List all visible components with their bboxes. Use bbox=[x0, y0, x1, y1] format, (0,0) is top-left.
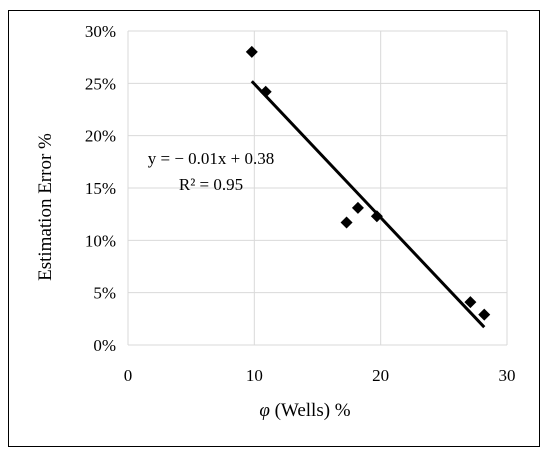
x-tick-label: 10 bbox=[246, 366, 263, 385]
data-point-marker bbox=[245, 45, 258, 58]
trendline bbox=[250, 80, 486, 329]
y-tick-label: 30% bbox=[85, 22, 116, 41]
y-tick-label: 15% bbox=[85, 179, 116, 198]
data-point-marker bbox=[370, 210, 383, 223]
y-tick-label: 0% bbox=[93, 336, 116, 355]
x-tick-label: 20 bbox=[372, 366, 389, 385]
data-points bbox=[245, 45, 491, 321]
y-tick-label: 20% bbox=[85, 127, 116, 146]
trendline-equation: y = − 0.01x + 0.38 bbox=[148, 149, 275, 168]
x-axis-title-rest: (Wells) % bbox=[270, 400, 351, 421]
chart-frame: 0% 5% 10% 15% 20% 25% 30% 0 10 20 30 y = − 0.01x … bbox=[8, 10, 540, 447]
x-tick-label: 30 bbox=[499, 366, 516, 385]
y-tick-label: 25% bbox=[85, 74, 116, 93]
r-squared-label: R² = 0.95 bbox=[179, 175, 243, 194]
y-tick-label: 5% bbox=[93, 284, 116, 303]
grid-lines bbox=[127, 30, 508, 346]
data-point-marker bbox=[340, 216, 353, 229]
scatter-chart: 0% 5% 10% 15% 20% 25% 30% 0 10 20 30 y = − 0.01x … bbox=[35, 22, 516, 421]
x-axis-title-symbol: φ bbox=[259, 400, 270, 421]
y-axis-title: Estimation Error % bbox=[35, 133, 56, 281]
data-point-marker bbox=[259, 85, 272, 98]
data-point-marker bbox=[478, 308, 491, 321]
data-point-marker bbox=[464, 296, 477, 309]
x-tick-labels: 0 10 20 30 bbox=[124, 366, 516, 385]
y-tick-labels: 0% 5% 10% 15% 20% 25% 30% bbox=[85, 22, 116, 355]
y-tick-label: 10% bbox=[85, 231, 116, 250]
data-point-marker bbox=[351, 201, 364, 214]
x-axis-title: φ (Wells) % bbox=[259, 400, 350, 421]
x-tick-label: 0 bbox=[124, 366, 133, 385]
trendline-group bbox=[250, 80, 486, 329]
